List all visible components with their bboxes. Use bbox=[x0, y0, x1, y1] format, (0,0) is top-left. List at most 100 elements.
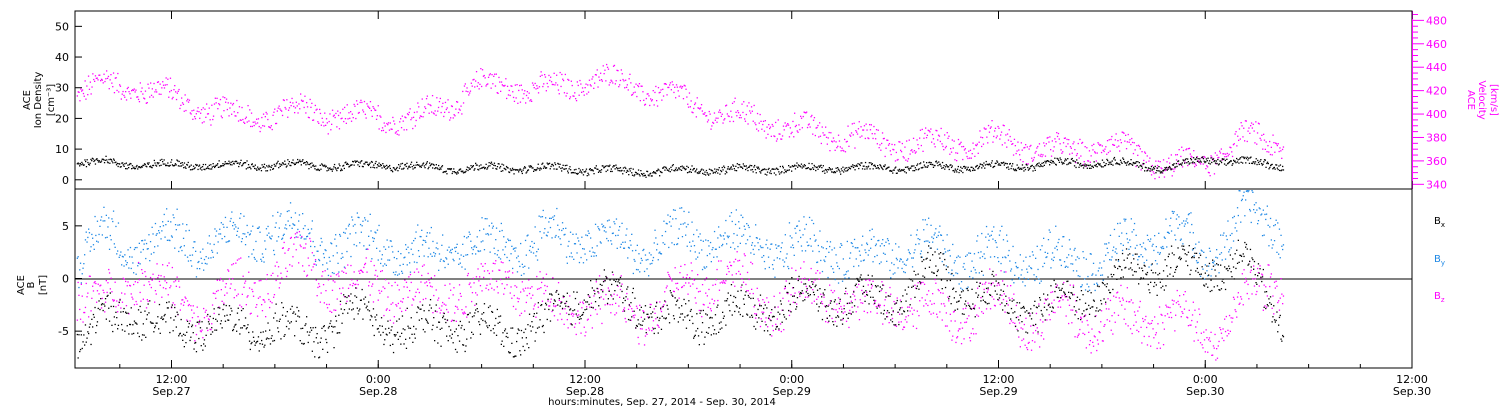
by-point bbox=[1073, 249, 1075, 251]
bz-point bbox=[281, 277, 283, 279]
density-point bbox=[374, 162, 376, 165]
by-point bbox=[310, 245, 312, 248]
velocity-point bbox=[231, 113, 233, 115]
by-point bbox=[1137, 259, 1139, 261]
density-point bbox=[979, 163, 981, 165]
velocity-point bbox=[243, 121, 245, 123]
velocity-point bbox=[1260, 139, 1262, 141]
bz-point bbox=[145, 307, 148, 309]
by-point bbox=[147, 248, 149, 250]
velocity-point bbox=[529, 100, 531, 102]
density-point bbox=[192, 168, 194, 170]
velocity-point bbox=[574, 92, 576, 94]
density-point bbox=[669, 171, 671, 173]
velocity-point bbox=[562, 79, 565, 82]
bz-point bbox=[290, 236, 292, 239]
velocity-point bbox=[175, 98, 178, 101]
density-point bbox=[595, 165, 597, 167]
density-point bbox=[361, 165, 364, 168]
velocity-point bbox=[655, 85, 657, 88]
by-point bbox=[429, 232, 431, 234]
by-point bbox=[126, 262, 128, 264]
density-point bbox=[1064, 158, 1067, 160]
velocity-point bbox=[1187, 164, 1189, 167]
velocity-point bbox=[306, 106, 309, 108]
density-point bbox=[1253, 161, 1255, 163]
by-point bbox=[557, 236, 560, 238]
by-point bbox=[1021, 269, 1023, 271]
by-point bbox=[157, 245, 159, 247]
velocity-point bbox=[865, 123, 867, 125]
velocity-point bbox=[469, 90, 472, 92]
by-point bbox=[1013, 282, 1015, 284]
by-point bbox=[302, 213, 304, 215]
by-point bbox=[586, 234, 589, 237]
density-point bbox=[484, 167, 487, 169]
density-point bbox=[318, 169, 321, 172]
density-point bbox=[1120, 161, 1122, 163]
by-point bbox=[1253, 209, 1255, 211]
velocity-point bbox=[725, 104, 728, 106]
by-point bbox=[1082, 251, 1084, 253]
velocity-point bbox=[1037, 145, 1039, 148]
bz-point bbox=[165, 288, 167, 290]
velocity-point bbox=[206, 113, 209, 115]
density-point bbox=[939, 163, 941, 165]
density-point bbox=[196, 164, 198, 166]
velocity-point bbox=[896, 159, 898, 161]
velocity-point bbox=[852, 134, 854, 136]
density-point bbox=[293, 163, 296, 166]
velocity-point bbox=[700, 104, 703, 106]
density-point bbox=[1196, 156, 1198, 159]
by-point bbox=[685, 226, 688, 228]
bz-point bbox=[284, 252, 286, 254]
density-point bbox=[1016, 164, 1018, 166]
by-point bbox=[282, 234, 284, 237]
by-point bbox=[107, 226, 109, 228]
density-point bbox=[193, 168, 195, 170]
density-point bbox=[654, 171, 656, 174]
bz-point bbox=[211, 304, 214, 306]
velocity-point bbox=[934, 146, 936, 148]
velocity-point bbox=[394, 132, 397, 134]
by-point bbox=[1239, 190, 1241, 192]
velocity-point bbox=[176, 92, 178, 94]
density-point bbox=[1127, 160, 1129, 163]
by-point bbox=[506, 256, 508, 259]
density-point bbox=[343, 167, 345, 170]
velocity-point bbox=[762, 120, 765, 122]
density-point bbox=[524, 167, 527, 169]
density-point bbox=[438, 168, 441, 171]
by-point bbox=[125, 264, 128, 266]
bz-point bbox=[236, 295, 238, 297]
velocity-point bbox=[228, 115, 230, 117]
by-point bbox=[471, 247, 473, 249]
velocity-point bbox=[944, 134, 946, 136]
density-point bbox=[261, 164, 263, 166]
velocity-point bbox=[1186, 148, 1188, 150]
velocity-point bbox=[225, 98, 228, 100]
by-point bbox=[699, 233, 701, 235]
by-point bbox=[101, 234, 103, 236]
velocity-point bbox=[1027, 163, 1029, 165]
velocity-point bbox=[435, 114, 437, 116]
density-point bbox=[1244, 156, 1246, 159]
density-point bbox=[1129, 163, 1131, 165]
by-point bbox=[621, 222, 623, 224]
density-point bbox=[984, 167, 986, 169]
by-point bbox=[462, 243, 464, 245]
by-point bbox=[1156, 263, 1158, 265]
velocity-point bbox=[592, 76, 594, 78]
bz-point bbox=[216, 279, 218, 281]
velocity-point bbox=[1047, 136, 1049, 139]
density-point bbox=[1148, 167, 1150, 170]
density-point bbox=[899, 170, 901, 172]
velocity-point bbox=[998, 127, 1000, 129]
density-point bbox=[901, 169, 903, 171]
velocity-point bbox=[646, 93, 648, 95]
density-point bbox=[210, 164, 212, 166]
density-point bbox=[680, 166, 682, 168]
by-point bbox=[855, 258, 857, 260]
density-point bbox=[1164, 167, 1166, 169]
by-point bbox=[912, 257, 914, 259]
